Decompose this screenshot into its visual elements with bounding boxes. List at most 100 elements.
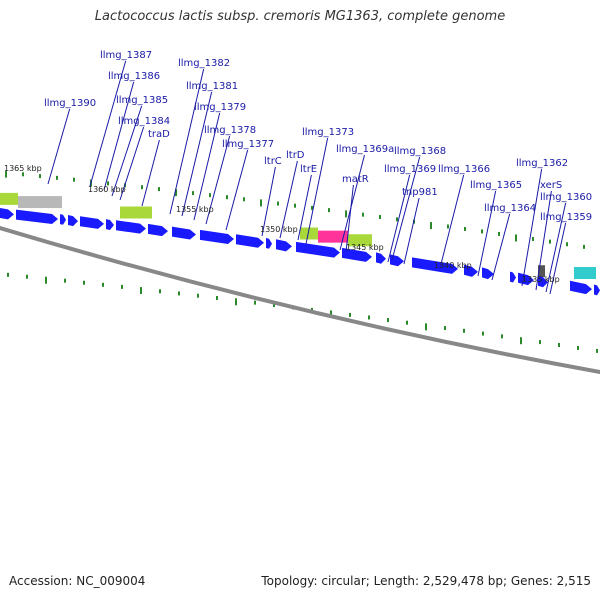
gene-arrow[interactable]	[148, 223, 168, 237]
leader-line	[279, 160, 298, 239]
scale-label: 1355 kbp	[176, 205, 214, 214]
gene-arrow[interactable]	[68, 215, 78, 227]
feature-block	[300, 227, 318, 240]
topology-info: Topology: circular; Length: 2,529,478 bp…	[261, 574, 591, 588]
leader-line	[297, 174, 312, 241]
feature-block	[318, 230, 348, 243]
gene-arrow[interactable]	[276, 239, 292, 252]
gene-label[interactable]: llmg_1369a	[336, 144, 394, 155]
leader-line	[535, 190, 552, 291]
outer-tick-marks	[5, 170, 585, 249]
gene-label[interactable]: llmg_1382	[178, 58, 230, 69]
gene-arrow[interactable]	[116, 220, 146, 234]
gene-arrow[interactable]	[538, 275, 548, 288]
gene-arrow[interactable]	[80, 216, 104, 229]
genome-backbone	[0, 226, 600, 374]
gene-arrow[interactable]	[412, 257, 458, 274]
feature-block	[0, 192, 18, 205]
gene-arrow[interactable]	[342, 247, 372, 262]
leader-line	[491, 213, 511, 281]
leader-line	[339, 154, 365, 251]
gene-arrow[interactable]	[200, 229, 234, 245]
gene-label[interactable]: llmg_1390	[44, 98, 96, 109]
gene-label[interactable]: llmg_1377	[222, 139, 274, 150]
leader-line	[391, 156, 421, 261]
gene-arrow[interactable]	[266, 238, 272, 249]
gene-arrow[interactable]	[510, 271, 516, 283]
gene-label[interactable]: llmg_1364	[484, 203, 536, 214]
scale-label: 1340 kbp	[434, 261, 472, 270]
gene-label[interactable]: matR	[342, 174, 369, 185]
gene-label[interactable]: llmg_1365	[470, 180, 522, 191]
scale-label: 1345 kbp	[346, 243, 384, 252]
accession-label: Accession:	[9, 574, 73, 588]
leader-line	[345, 184, 354, 253]
feature-track	[0, 192, 596, 280]
leader-line	[305, 137, 329, 245]
gene-arrow[interactable]	[16, 209, 58, 224]
leader-line	[89, 60, 127, 187]
accession-info: Accession: NC_009004	[9, 574, 145, 588]
leader-line	[403, 197, 420, 265]
gene-arrow[interactable]	[376, 252, 386, 264]
map-title: Lactococcus lactis subsp. cremoris MG136…	[94, 9, 506, 24]
gene-arrow[interactable]	[594, 284, 600, 296]
gene-label[interactable]: llmg_1387	[100, 50, 152, 61]
gene-arrow[interactable]	[172, 226, 196, 240]
gene-arrow[interactable]	[296, 241, 340, 258]
leader-line	[521, 168, 543, 287]
leader-line	[545, 202, 567, 293]
gene-label[interactable]: llmg_1360	[540, 192, 592, 203]
gene-label[interactable]: llmg_1359	[540, 212, 592, 223]
gene-label[interactable]: llmg_1378	[204, 125, 256, 136]
gene-label[interactable]: ltrE	[300, 164, 317, 175]
gene-label[interactable]: llmg_1384	[118, 116, 170, 127]
gene-labels: llmg_1390llmg_1387llmg_1386llmg_1385llmg…	[44, 50, 592, 223]
gene-label[interactable]: llmg_1373	[302, 127, 354, 138]
leader-line	[225, 149, 249, 231]
leader-line	[181, 91, 213, 217]
inner-tick-marks	[7, 272, 598, 353]
scale-label: 1335 kbp	[522, 275, 560, 284]
gene-arrow[interactable]	[570, 280, 592, 295]
gene-label[interactable]: ltrD	[286, 150, 305, 161]
gene-arrow[interactable]	[0, 208, 14, 220]
label-leader-lines	[47, 60, 567, 295]
scale-label: 1350 kbp	[260, 225, 298, 234]
accession-number: NC_009004	[76, 574, 146, 588]
scale-label: 1360 kbp	[88, 185, 126, 194]
gene-track	[0, 208, 600, 296]
gene-label[interactable]: llmg_1379	[194, 102, 246, 113]
gene-label[interactable]: llmg_1381	[186, 81, 238, 92]
leader-line	[103, 81, 135, 191]
leader-line	[193, 112, 221, 221]
gene-label[interactable]: xerS	[540, 180, 562, 191]
feature-block	[574, 267, 596, 280]
gene-label[interactable]: ltrC	[264, 156, 282, 167]
gene-label[interactable]: llmg_1385	[116, 95, 168, 106]
leader-line	[439, 174, 465, 269]
feature-block	[348, 234, 372, 247]
gene-label[interactable]: tnp981	[402, 187, 438, 198]
leader-line	[119, 126, 145, 201]
gene-arrow[interactable]	[390, 254, 404, 267]
leader-line	[387, 174, 411, 263]
leader-line	[141, 139, 160, 207]
gene-label[interactable]: llmg_1366	[438, 164, 490, 175]
gene-label[interactable]: llmg_1369	[384, 164, 436, 175]
gene-arrow[interactable]	[518, 272, 534, 286]
gene-label[interactable]: llmg_1362	[516, 158, 568, 169]
gene-label[interactable]: llmg_1386	[108, 71, 160, 82]
gene-label[interactable]: llmg_1368	[394, 146, 446, 157]
feature-block	[120, 206, 152, 219]
gene-label[interactable]: traD	[148, 129, 170, 140]
leader-line	[111, 105, 143, 197]
gene-arrow[interactable]	[464, 264, 478, 277]
gene-arrow[interactable]	[60, 214, 66, 225]
gene-arrow[interactable]	[106, 219, 114, 231]
scale-label: 1365 kbp	[4, 164, 42, 173]
gene-arrow[interactable]	[236, 234, 264, 248]
gene-arrow[interactable]	[482, 267, 494, 280]
